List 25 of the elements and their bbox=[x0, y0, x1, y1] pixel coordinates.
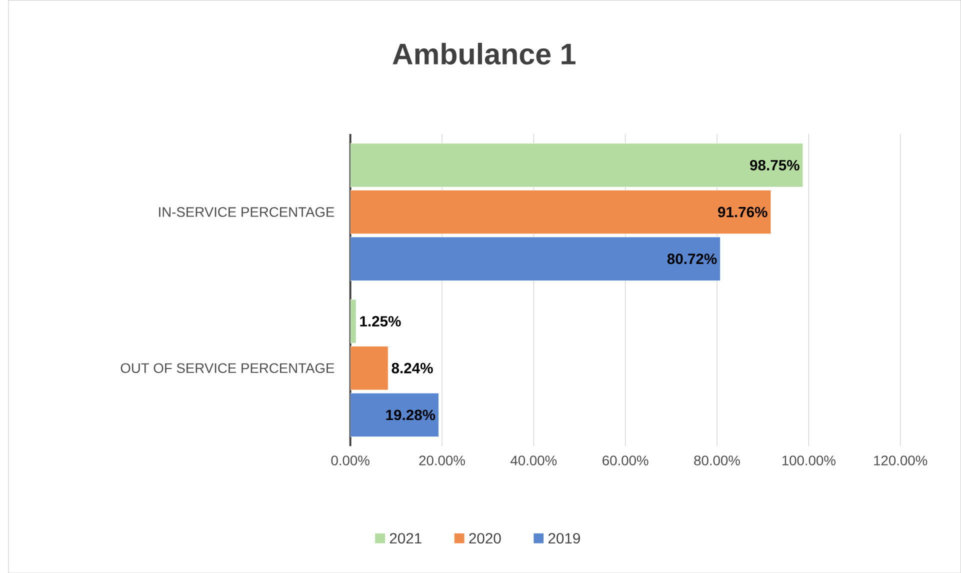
y-tick-label: OUT OF SERVICE PERCENTAGE bbox=[120, 363, 334, 373]
legend-label: 2020 bbox=[469, 532, 501, 544]
data-label: 1.25% bbox=[360, 316, 401, 326]
x-tick-label: 20.00% bbox=[419, 455, 465, 466]
bar bbox=[350, 236, 721, 281]
data-label: 98.75% bbox=[750, 160, 800, 170]
x-tick-label: 0.00% bbox=[331, 455, 370, 466]
data-label: 91.76% bbox=[718, 206, 768, 218]
bar bbox=[350, 392, 439, 437]
data-label: 80.72% bbox=[667, 254, 717, 264]
chart-title: Ambulance 1 bbox=[392, 42, 576, 64]
bar bbox=[350, 299, 356, 344]
data-label: 8.24% bbox=[392, 362, 433, 374]
legend-label: 2019 bbox=[548, 532, 580, 544]
x-tick-label: 80.00% bbox=[694, 455, 740, 466]
y-tick-label: IN-SERVICE PERCENTAGE bbox=[159, 207, 334, 217]
legend-label: 2021 bbox=[390, 532, 422, 544]
x-tick-label: 100.00% bbox=[782, 455, 836, 466]
bar bbox=[350, 143, 804, 188]
data-label: 19.28% bbox=[386, 410, 436, 420]
x-tick-label: 60.00% bbox=[602, 455, 648, 466]
x-tick-label: 120.00% bbox=[874, 455, 928, 466]
bar bbox=[350, 346, 388, 390]
x-tick-label: 40.00% bbox=[510, 455, 557, 466]
bar bbox=[350, 190, 772, 234]
